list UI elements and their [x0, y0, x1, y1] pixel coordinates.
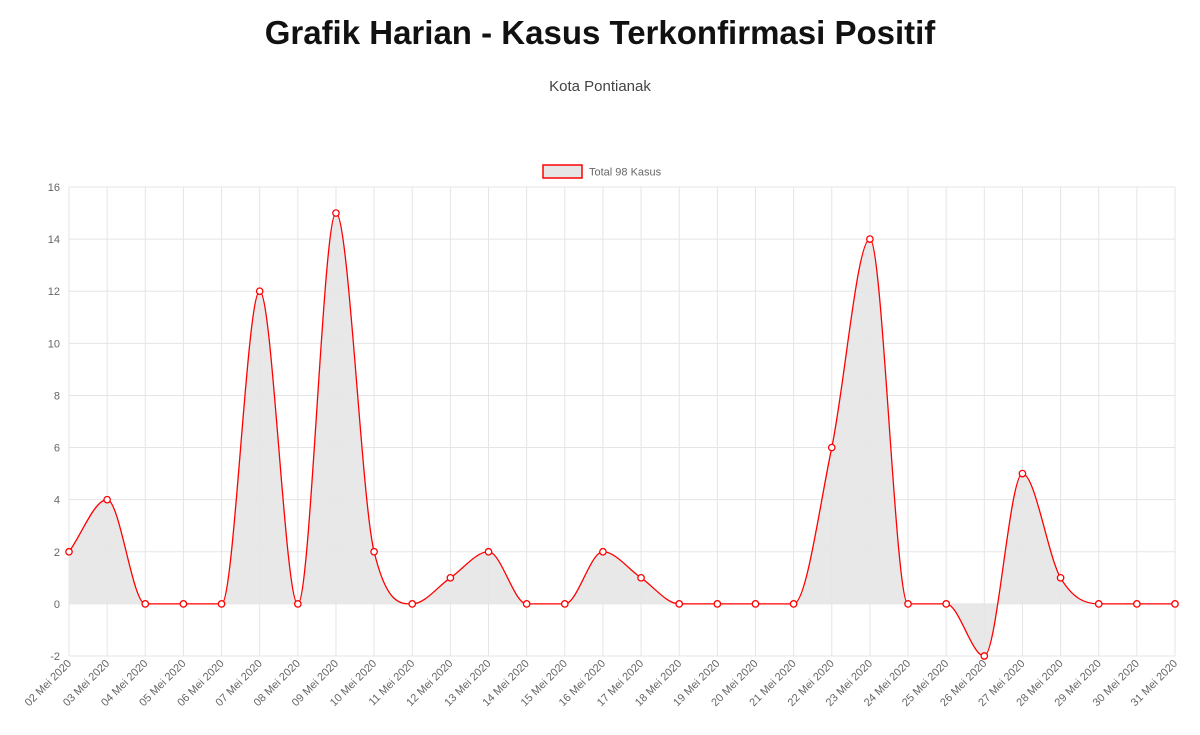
- data-point[interactable]: [217, 600, 226, 608]
- y-tick-label: 16: [48, 182, 60, 194]
- data-point[interactable]: [408, 600, 417, 608]
- series-line: [68, 212, 1175, 657]
- data-point[interactable]: [370, 547, 378, 556]
- y-tick-label: 14: [48, 234, 60, 246]
- y-tick-label: -2: [50, 651, 60, 663]
- y-axis: 16 14 12 10 8 6 4 2 0 -2: [48, 182, 60, 663]
- data-point[interactable]: [293, 600, 302, 608]
- data-point[interactable]: [751, 600, 760, 608]
- y-tick-label: 0: [54, 599, 60, 611]
- data-point[interactable]: [560, 600, 569, 608]
- data-point[interactable]: [179, 600, 188, 608]
- data-point[interactable]: [789, 600, 798, 608]
- y-tick-label: 2: [54, 547, 60, 559]
- data-point[interactable]: [1094, 600, 1103, 608]
- data-point[interactable]: [522, 600, 531, 608]
- legend-label: Total 98 Kasus: [589, 167, 662, 179]
- data-point[interactable]: [484, 547, 493, 556]
- area-layer: [68, 212, 1175, 657]
- data-point[interactable]: [1018, 469, 1027, 478]
- data-point[interactable]: [1133, 600, 1141, 608]
- data-point[interactable]: [866, 235, 874, 243]
- data-point[interactable]: [675, 600, 684, 608]
- data-point[interactable]: [255, 287, 264, 296]
- points-layer: [65, 209, 1179, 660]
- data-point[interactable]: [1171, 600, 1179, 608]
- y-tick-label: 10: [48, 338, 60, 350]
- data-point[interactable]: [827, 443, 836, 452]
- series-area-fill: [69, 213, 1175, 657]
- data-point[interactable]: [713, 600, 722, 608]
- legend[interactable]: Total 98 Kasus: [542, 164, 662, 179]
- data-point[interactable]: [942, 600, 951, 608]
- data-point[interactable]: [446, 573, 455, 582]
- y-tick-label: 4: [54, 495, 60, 507]
- data-point[interactable]: [141, 600, 150, 608]
- data-point[interactable]: [599, 547, 607, 556]
- data-point[interactable]: [65, 547, 73, 556]
- data-point[interactable]: [103, 495, 111, 504]
- legend-swatch: [542, 164, 583, 179]
- y-tick-label: 6: [54, 443, 60, 455]
- data-point[interactable]: [980, 652, 989, 660]
- chart-subtitle: Kota Pontianak: [549, 78, 651, 95]
- y-tick-label: 8: [54, 390, 60, 402]
- data-point[interactable]: [1056, 573, 1065, 582]
- chart-title: Grafik Harian - Kasus Terkonfirmasi Posi…: [264, 14, 936, 51]
- y-tick-label: 12: [48, 286, 60, 298]
- data-point[interactable]: [637, 573, 645, 582]
- data-point[interactable]: [904, 600, 912, 608]
- data-point[interactable]: [332, 209, 340, 217]
